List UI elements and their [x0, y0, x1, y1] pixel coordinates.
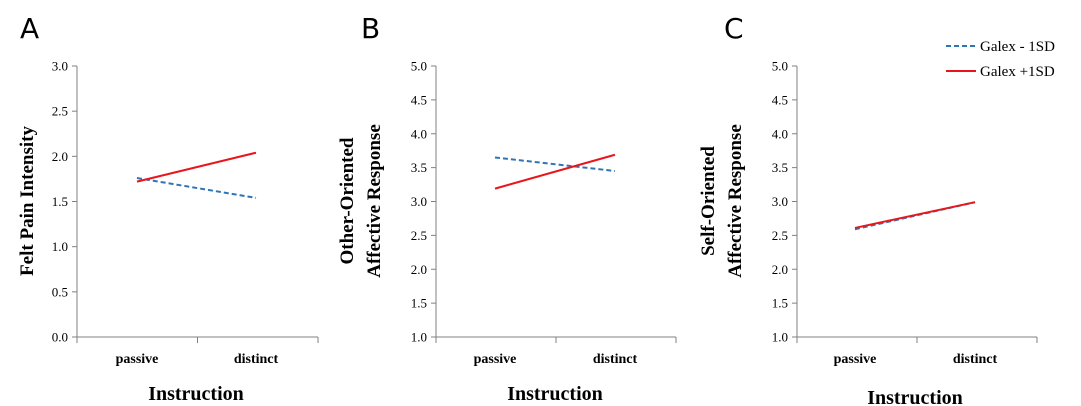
y-tick-label: 1.5	[772, 296, 788, 311]
y-tick-label: 4.5	[411, 92, 427, 107]
y-tick-label: 3.5	[411, 160, 427, 175]
y-tick-label: 3.0	[772, 194, 788, 209]
y-axis-title-line-2: Affective Response	[725, 124, 746, 278]
legend-label-low: Galex - 1SD	[980, 39, 1055, 55]
y-tick-label: 1.5	[52, 194, 68, 209]
y-tick-label: 4.5	[772, 92, 788, 107]
series-line-low	[854, 201, 976, 231]
y-tick-label: 3.0	[411, 194, 427, 209]
y-tick-label: 2.0	[772, 262, 788, 277]
panel-letter: C	[724, 12, 744, 45]
y-tick-label: 1.0	[52, 239, 68, 254]
chart-panel-c: C 1.0 1.5 2.0 2.5 3.0 3.5 4.0 4.5 5.0 passive disti…	[698, 12, 1038, 406]
y-tick-label: 0.0	[52, 330, 68, 345]
series-line-low	[136, 177, 257, 199]
y-tick-label: 1.0	[772, 330, 788, 345]
x-category-label-distinct: distinct	[593, 352, 638, 367]
x-category-label-passive: passive	[474, 352, 517, 367]
x-category-label-distinct: distinct	[953, 352, 998, 367]
y-tick-label: 2.5	[411, 228, 427, 243]
x-axis-title: Instruction	[148, 383, 244, 405]
x-axis-title: Instruction	[507, 383, 603, 405]
y-tick-label: 2.0	[52, 149, 68, 164]
y-tick-label: 2.5	[772, 228, 788, 243]
panel-letter: B	[361, 12, 380, 45]
series-line-high	[136, 151, 257, 183]
series-line-high	[494, 153, 616, 190]
x-category-label-passive: passive	[834, 352, 877, 367]
y-axis-title-line-1: Other-Oriented	[337, 137, 358, 264]
chart-panels: A 0.0 0.5 1.0 1.5 2.0 2.5 3.0 passive distinct Ins…	[17, 12, 1038, 406]
series-line-high	[854, 201, 976, 229]
y-tick-label: 1.5	[411, 296, 427, 311]
y-axis-title-line-1: Self-Oriented	[698, 146, 719, 256]
y-axis-title-line-1: Felt Pain Intensity	[17, 126, 38, 276]
y-tick-label: 2.0	[411, 262, 427, 277]
x-category-label-distinct: distinct	[234, 352, 279, 367]
y-tick-label: 5.0	[411, 59, 427, 74]
chart-panel-b: B 1.0 1.5 2.0 2.5 3.0 3.5 4.0 4.5 5.0 passive disti…	[337, 12, 677, 405]
y-tick-label: 0.5	[52, 284, 68, 299]
y-tick-label: 3.5	[772, 160, 788, 175]
legend: Galex - 1SD Galex +1SD	[946, 39, 1055, 80]
x-axis-title: Instruction	[867, 387, 963, 406]
y-tick-label: 2.5	[52, 104, 68, 119]
series-line-low	[494, 156, 616, 173]
chart-panel-a: A 0.0 0.5 1.0 1.5 2.0 2.5 3.0 passive distinct Ins…	[17, 12, 319, 405]
y-tick-label: 4.0	[772, 126, 788, 141]
y-tick-label: 1.0	[411, 330, 427, 345]
legend-label-high: Galex +1SD	[980, 64, 1055, 80]
y-tick-label: 5.0	[772, 59, 788, 74]
y-tick-label: 4.0	[411, 126, 427, 141]
panel-letter: A	[20, 12, 39, 45]
y-tick-label: 3.0	[52, 59, 68, 74]
x-category-label-passive: passive	[116, 352, 159, 367]
y-axis-title-line-2: Affective Response	[364, 124, 385, 278]
